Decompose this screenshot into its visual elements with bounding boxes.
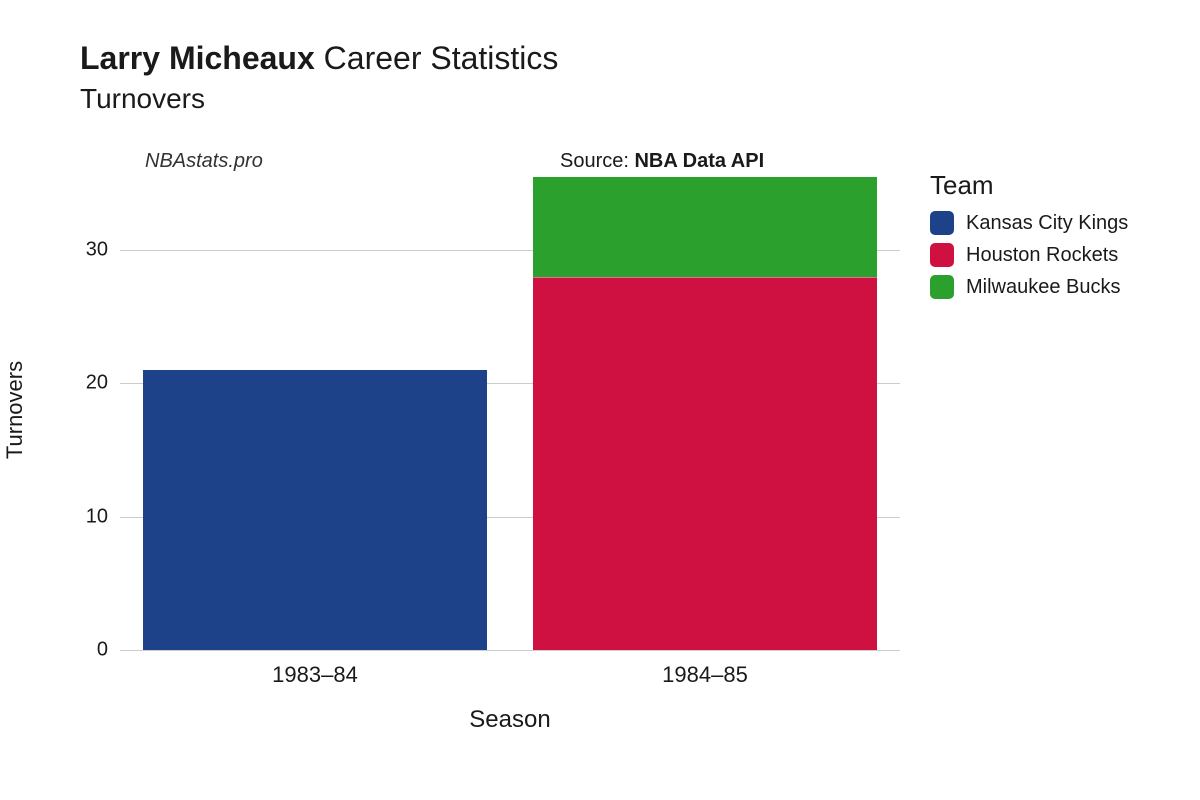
bar-segment (533, 177, 876, 277)
y-tick-label: 0 (97, 639, 108, 662)
legend-item: Milwaukee Bucks (930, 275, 1128, 299)
chart-subtitle: Turnovers (80, 83, 558, 115)
y-tick-label: 20 (86, 372, 108, 395)
credit-source-prefix: Source: (560, 150, 634, 172)
legend-label: Milwaukee Bucks (966, 276, 1121, 299)
bar-group (143, 370, 486, 650)
chart-plot-area: Turnovers Season 01020301983–841984–85 (120, 170, 900, 650)
bar-segment (533, 277, 876, 650)
legend-swatch (930, 243, 954, 267)
legend-label: Houston Rockets (966, 244, 1118, 267)
bar-group (533, 177, 876, 650)
x-tick-label: 1983–84 (272, 662, 358, 688)
x-tick-label: 1984–85 (662, 662, 748, 688)
chart-bars (120, 170, 900, 650)
chart-title-line1: Larry Micheaux Career Statistics (80, 40, 558, 77)
gridline (120, 650, 900, 651)
y-tick-label: 30 (86, 238, 108, 261)
legend-label: Kansas City Kings (966, 212, 1128, 235)
legend-title: Team (930, 170, 1128, 201)
legend-swatch (930, 211, 954, 235)
legend-swatch (930, 275, 954, 299)
y-axis-label: Turnovers (2, 361, 28, 459)
chart-title-player: Larry Micheaux (80, 40, 315, 76)
legend-item: Kansas City Kings (930, 211, 1128, 235)
chart-title-block: Larry Micheaux Career Statistics Turnove… (80, 40, 558, 115)
credit-source-name: NBA Data API (634, 150, 764, 172)
legend-item: Houston Rockets (930, 243, 1128, 267)
chart-title-suffix: Career Statistics (315, 40, 559, 76)
bar-segment (143, 370, 486, 650)
legend: Team Kansas City Kings Houston Rockets Mil… (930, 170, 1128, 307)
y-tick-label: 10 (86, 505, 108, 528)
x-axis-label: Season (469, 706, 550, 734)
